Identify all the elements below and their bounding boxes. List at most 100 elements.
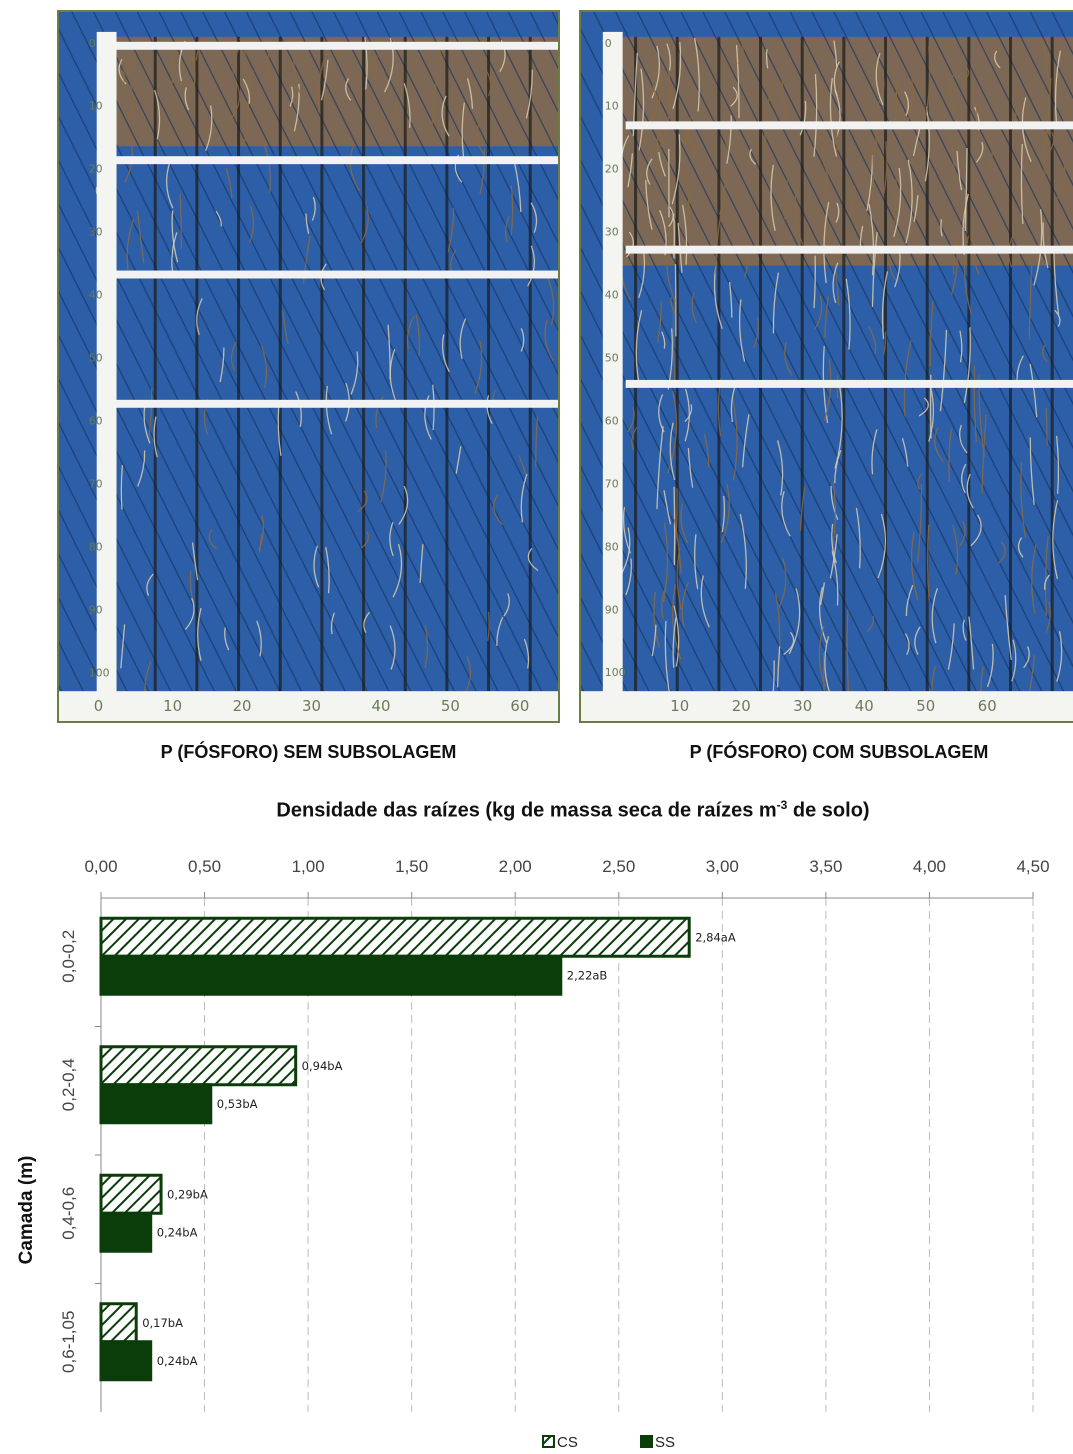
- root-strand: [392, 543, 403, 598]
- ruler-tick-label: 0: [94, 697, 103, 715]
- chart-title-sup: -3: [776, 798, 788, 812]
- root-strand: [680, 503, 689, 544]
- root-strand: [819, 582, 826, 605]
- root-strand: [184, 597, 195, 630]
- root-strand: [380, 451, 387, 503]
- root-strand: [851, 185, 861, 236]
- mesh-line: [59, 203, 318, 721]
- root-strand: [835, 202, 840, 223]
- root-strand: [136, 210, 145, 264]
- ruler-tick-label: 50: [916, 697, 935, 715]
- ruler-tick-label: 20: [89, 163, 103, 176]
- x-tick-label: 4,00: [913, 857, 946, 876]
- root-strand: [776, 646, 781, 688]
- root-strand: [794, 188, 804, 246]
- ruler-tick-label: 0: [605, 37, 612, 50]
- root-strand: [153, 416, 158, 458]
- root-strand: [855, 507, 861, 569]
- root-strand: [398, 485, 409, 525]
- root-strand: [535, 415, 539, 468]
- mesh-line: [289, 12, 558, 551]
- root-strand: [486, 395, 493, 424]
- root-strand: [703, 433, 710, 468]
- root-strand: [119, 68, 126, 87]
- root-strand: [625, 231, 634, 258]
- root-strand: [726, 115, 732, 164]
- ruler-tick-label: 100: [605, 666, 626, 679]
- root-strand: [994, 50, 1001, 69]
- data-label: 0,24bA: [157, 1354, 198, 1368]
- root-strand: [496, 616, 504, 646]
- x-tick-label: 0,50: [188, 857, 221, 876]
- root-strand: [520, 328, 525, 352]
- root-strand: [415, 314, 421, 357]
- root-strand: [671, 584, 682, 660]
- data-label: 2,84aA: [695, 930, 736, 944]
- root-strand: [267, 54, 275, 87]
- root-strand: [424, 395, 432, 440]
- root-strand: [120, 624, 126, 669]
- root-strand: [431, 76, 438, 127]
- root-strand: [224, 627, 230, 651]
- mesh-line: [59, 334, 252, 721]
- root-strand: [1055, 435, 1060, 494]
- root-strand: [424, 624, 429, 669]
- ruler-tick-label: 0: [89, 37, 96, 50]
- vertical-ruler: [602, 31, 623, 697]
- root-strand: [742, 239, 749, 278]
- root-strand: [663, 490, 672, 525]
- mesh-line: [986, 12, 1073, 187]
- root-strand: [929, 300, 934, 367]
- mesh-line: [158, 12, 514, 721]
- root-strand: [171, 232, 178, 272]
- mesh-line: [615, 12, 970, 721]
- root-strand: [912, 126, 921, 157]
- root-strand: [741, 414, 750, 468]
- root-strand: [662, 522, 669, 603]
- data-label: 0,24bA: [157, 1225, 198, 1239]
- ruler-tick-label: 60: [978, 697, 997, 715]
- ruler-tick-label: 90: [89, 603, 103, 616]
- ruler-tick-label: 40: [855, 697, 874, 715]
- root-strand: [544, 320, 554, 362]
- mesh-line: [581, 378, 752, 721]
- root-strand: [845, 278, 851, 350]
- mesh-line: [224, 12, 558, 682]
- root-strand: [293, 83, 300, 132]
- ruler-tick-label: 60: [605, 414, 619, 427]
- root-strand: [459, 318, 467, 360]
- mesh-line: [267, 12, 558, 595]
- root-profile-image-right: 0 10 20 30 40 50 60 70 80 90 100 10 20 30 40 50 60: [581, 12, 1073, 721]
- root-strand: [191, 542, 199, 581]
- root-strand: [387, 324, 391, 380]
- root-strand: [658, 73, 662, 148]
- bar-cs: [99, 1173, 163, 1215]
- root-strand: [635, 310, 643, 383]
- root-strand: [651, 45, 661, 99]
- root-strand: [219, 347, 225, 383]
- root-strand: [959, 521, 966, 547]
- x-tick-label: 0,00: [84, 857, 117, 876]
- caption-right: P (FÓSFORO) COM SUBSOLAGEM: [689, 742, 989, 762]
- root-strand: [187, 56, 196, 103]
- ruler-tick-label: 40: [89, 289, 103, 302]
- data-label: 0,53bA: [217, 1097, 258, 1111]
- root-strand: [661, 331, 666, 349]
- root-strand: [784, 342, 793, 376]
- root-strand: [956, 150, 963, 191]
- root-strand: [934, 427, 944, 462]
- root-strand: [168, 121, 175, 143]
- root-strand: [970, 514, 982, 547]
- root-strand: [1023, 646, 1030, 669]
- root-strand: [961, 463, 967, 494]
- root-strand: [668, 206, 674, 227]
- bar-ss: [99, 1340, 153, 1382]
- root-strand: [673, 213, 675, 259]
- data-label: 0,29bA: [167, 1187, 208, 1201]
- root-strand: [772, 272, 780, 334]
- root-strand: [877, 513, 887, 579]
- root-strand: [831, 550, 839, 606]
- root-strand: [951, 234, 958, 295]
- root-strand: [364, 37, 368, 90]
- root-strand: [987, 132, 993, 172]
